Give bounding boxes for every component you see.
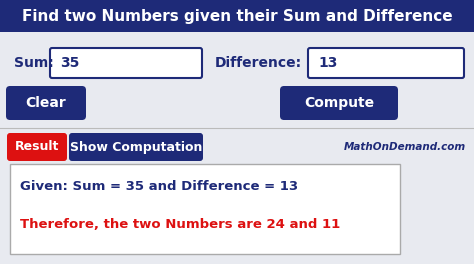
Text: 35: 35 [60, 56, 79, 70]
FancyBboxPatch shape [280, 86, 398, 120]
Text: Difference:: Difference: [215, 56, 302, 70]
FancyBboxPatch shape [308, 48, 464, 78]
Text: Therefore, the two Numbers are 24 and 11: Therefore, the two Numbers are 24 and 11 [20, 218, 340, 230]
Text: Result: Result [15, 140, 59, 153]
FancyBboxPatch shape [10, 164, 400, 254]
Text: Compute: Compute [304, 96, 374, 110]
Text: MathOnDemand.com: MathOnDemand.com [344, 142, 466, 152]
Text: Show Computation: Show Computation [70, 140, 202, 153]
FancyBboxPatch shape [7, 133, 67, 161]
Text: Find two Numbers given their Sum and Difference: Find two Numbers given their Sum and Dif… [22, 8, 452, 23]
Text: 13: 13 [318, 56, 337, 70]
FancyBboxPatch shape [69, 133, 203, 161]
FancyBboxPatch shape [0, 0, 474, 32]
Text: Given: Sum = 35 and Difference = 13: Given: Sum = 35 and Difference = 13 [20, 180, 298, 192]
Text: Sum:: Sum: [14, 56, 54, 70]
Text: Clear: Clear [26, 96, 66, 110]
FancyBboxPatch shape [6, 86, 86, 120]
FancyBboxPatch shape [50, 48, 202, 78]
